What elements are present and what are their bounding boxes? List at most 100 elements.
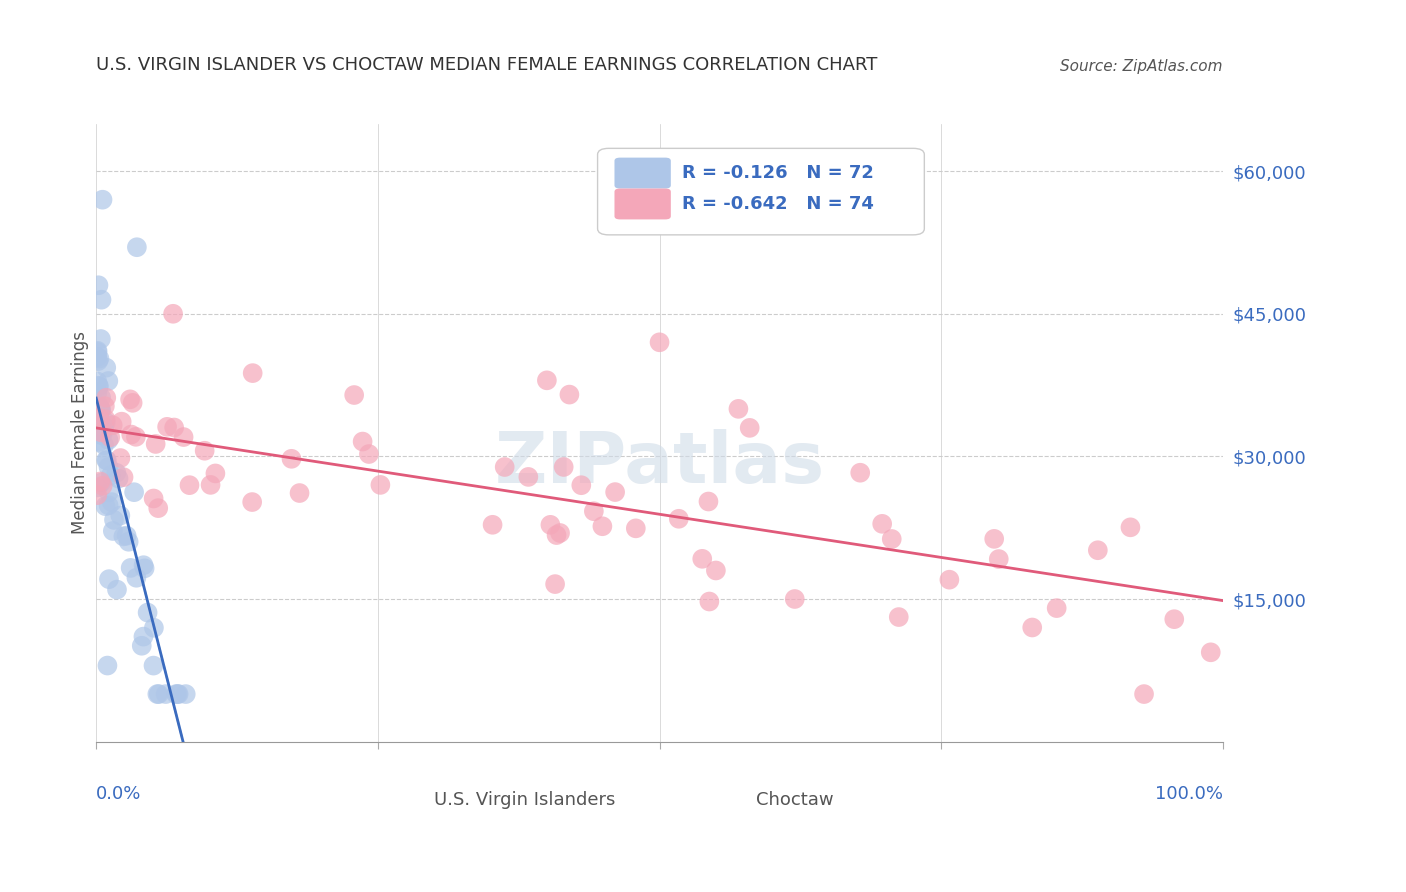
Point: [87, 419, 110, 434]
Point: [90, 425, 112, 440]
Point: [987, 552, 1010, 566]
Point: [86, 350, 108, 364]
Point: [90, 475, 112, 490]
Point: [131, 639, 153, 653]
Point: [699, 594, 721, 608]
Point: [538, 517, 561, 532]
Point: [1133, 687, 1156, 701]
Point: [98, 430, 121, 444]
Point: [117, 534, 139, 549]
Point: [194, 443, 217, 458]
Point: [89, 403, 111, 417]
Point: [357, 447, 380, 461]
Point: [93, 438, 115, 452]
Point: [89, 399, 111, 413]
Text: R = -0.642   N = 74: R = -0.642 N = 74: [682, 195, 875, 213]
Point: [370, 478, 392, 492]
Point: [110, 450, 132, 465]
Point: [536, 373, 558, 387]
Point: [134, 561, 156, 575]
Point: [121, 396, 143, 410]
Point: [179, 478, 201, 492]
Point: [96, 453, 118, 467]
Point: [103, 513, 125, 527]
Point: [94, 453, 117, 467]
Point: [90, 402, 112, 417]
FancyBboxPatch shape: [614, 158, 671, 188]
Point: [120, 561, 142, 575]
Point: [96, 391, 118, 405]
Point: [280, 451, 302, 466]
Point: [668, 512, 690, 526]
Point: [142, 491, 165, 506]
Point: [165, 687, 187, 701]
Point: [704, 564, 727, 578]
Point: [86, 411, 108, 425]
Point: [132, 630, 155, 644]
Point: [97, 499, 120, 513]
Point: [91, 428, 114, 442]
Point: [86, 343, 108, 358]
Point: [91, 193, 114, 207]
Point: [849, 466, 872, 480]
Point: [100, 468, 122, 483]
Point: [142, 658, 165, 673]
Point: [94, 412, 117, 426]
Point: [105, 466, 128, 480]
Point: [110, 508, 132, 523]
Point: [200, 478, 222, 492]
Point: [697, 494, 720, 508]
Point: [86, 488, 108, 502]
Point: [569, 478, 592, 492]
Point: [783, 592, 806, 607]
Point: [86, 385, 108, 400]
Point: [86, 375, 108, 389]
Point: [125, 571, 148, 585]
Point: [89, 409, 111, 423]
Point: [145, 437, 167, 451]
Point: [120, 392, 142, 407]
Text: U.S. Virgin Islanders: U.S. Virgin Islanders: [433, 791, 614, 809]
Point: [86, 345, 108, 359]
Point: [112, 470, 135, 484]
Point: [101, 524, 124, 538]
Point: [494, 460, 516, 475]
Point: [132, 558, 155, 573]
Point: [105, 582, 128, 597]
Point: [96, 360, 118, 375]
Point: [112, 529, 135, 543]
Point: [727, 401, 749, 416]
Point: [481, 517, 503, 532]
Text: ZIPatlas: ZIPatlas: [495, 429, 824, 498]
Text: U.S. VIRGIN ISLANDER VS CHOCTAW MEDIAN FEMALE EARNINGS CORRELATION CHART: U.S. VIRGIN ISLANDER VS CHOCTAW MEDIAN F…: [96, 56, 877, 74]
Point: [173, 430, 195, 444]
Point: [166, 687, 188, 701]
Point: [90, 293, 112, 307]
Point: [101, 418, 124, 433]
Point: [546, 528, 568, 542]
Point: [870, 516, 893, 531]
Text: 0.0%: 0.0%: [96, 785, 142, 803]
Point: [86, 480, 108, 494]
Point: [94, 399, 117, 413]
Point: [90, 332, 112, 346]
Point: [89, 411, 111, 425]
Point: [204, 467, 226, 481]
Point: [122, 485, 145, 500]
Point: [1199, 645, 1222, 659]
FancyBboxPatch shape: [718, 783, 759, 802]
Point: [111, 415, 134, 429]
Text: Source: ZipAtlas.com: Source: ZipAtlas.com: [1060, 59, 1223, 74]
Point: [1087, 543, 1109, 558]
Point: [352, 434, 374, 449]
Point: [97, 460, 120, 475]
Point: [738, 421, 761, 435]
Point: [91, 479, 114, 493]
Point: [517, 470, 540, 484]
Point: [115, 529, 138, 543]
Point: [136, 606, 159, 620]
Point: [603, 485, 626, 500]
Point: [107, 471, 129, 485]
Point: [94, 415, 117, 429]
Point: [648, 335, 671, 350]
